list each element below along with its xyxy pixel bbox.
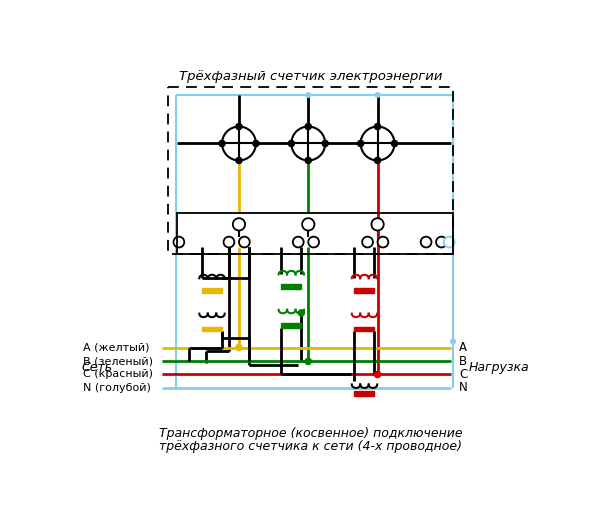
Bar — [355, 392, 375, 396]
Circle shape — [298, 310, 304, 316]
Circle shape — [375, 93, 380, 97]
Circle shape — [173, 236, 184, 247]
Text: А: А — [459, 341, 467, 354]
Circle shape — [378, 236, 388, 247]
Circle shape — [302, 218, 315, 231]
Bar — [202, 327, 222, 331]
Circle shape — [305, 157, 311, 163]
Circle shape — [375, 157, 381, 163]
Circle shape — [444, 236, 454, 247]
Circle shape — [371, 218, 384, 231]
Circle shape — [222, 126, 256, 160]
Bar — [202, 288, 222, 293]
Circle shape — [362, 236, 373, 247]
Circle shape — [219, 140, 225, 147]
Circle shape — [236, 124, 242, 129]
Circle shape — [239, 236, 250, 247]
Circle shape — [305, 124, 311, 129]
Text: Трансформаторное (косвенное) подключение: Трансформаторное (косвенное) подключение — [159, 428, 462, 440]
Circle shape — [375, 124, 381, 129]
Circle shape — [288, 140, 295, 147]
Circle shape — [233, 218, 245, 231]
Text: Нагрузка: Нагрузка — [468, 361, 529, 374]
Text: N: N — [459, 381, 468, 394]
Circle shape — [375, 372, 381, 377]
Text: В: В — [459, 355, 467, 368]
Text: N (голубой): N (голубой) — [84, 383, 152, 393]
Circle shape — [306, 93, 310, 97]
Bar — [355, 288, 375, 293]
Text: трёхфазного счетчика к сети (4-х проводное): трёхфазного счетчика к сети (4-х проводн… — [159, 440, 462, 453]
Circle shape — [421, 236, 431, 247]
Circle shape — [253, 140, 259, 147]
Bar — [178, 213, 453, 254]
Circle shape — [391, 140, 398, 147]
Bar — [355, 327, 375, 331]
Circle shape — [451, 339, 455, 343]
Circle shape — [308, 236, 319, 247]
Circle shape — [322, 140, 328, 147]
Text: С (красный): С (красный) — [84, 370, 153, 379]
Text: А (желтый): А (желтый) — [84, 342, 150, 352]
Circle shape — [293, 236, 304, 247]
Circle shape — [224, 236, 235, 247]
Circle shape — [291, 126, 325, 160]
Circle shape — [236, 157, 242, 163]
Text: Сеть: Сеть — [81, 361, 112, 374]
Circle shape — [436, 236, 447, 247]
Text: Трёхфазный счетчик электроэнергии: Трёхфазный счетчик электроэнергии — [179, 70, 442, 83]
Bar — [168, 87, 453, 254]
Circle shape — [305, 358, 311, 364]
Bar — [281, 284, 301, 289]
Circle shape — [358, 140, 364, 147]
Bar — [281, 323, 301, 327]
Text: В (зеленый): В (зеленый) — [84, 357, 153, 366]
Text: С: С — [459, 368, 467, 381]
Circle shape — [361, 126, 395, 160]
Circle shape — [236, 345, 242, 351]
